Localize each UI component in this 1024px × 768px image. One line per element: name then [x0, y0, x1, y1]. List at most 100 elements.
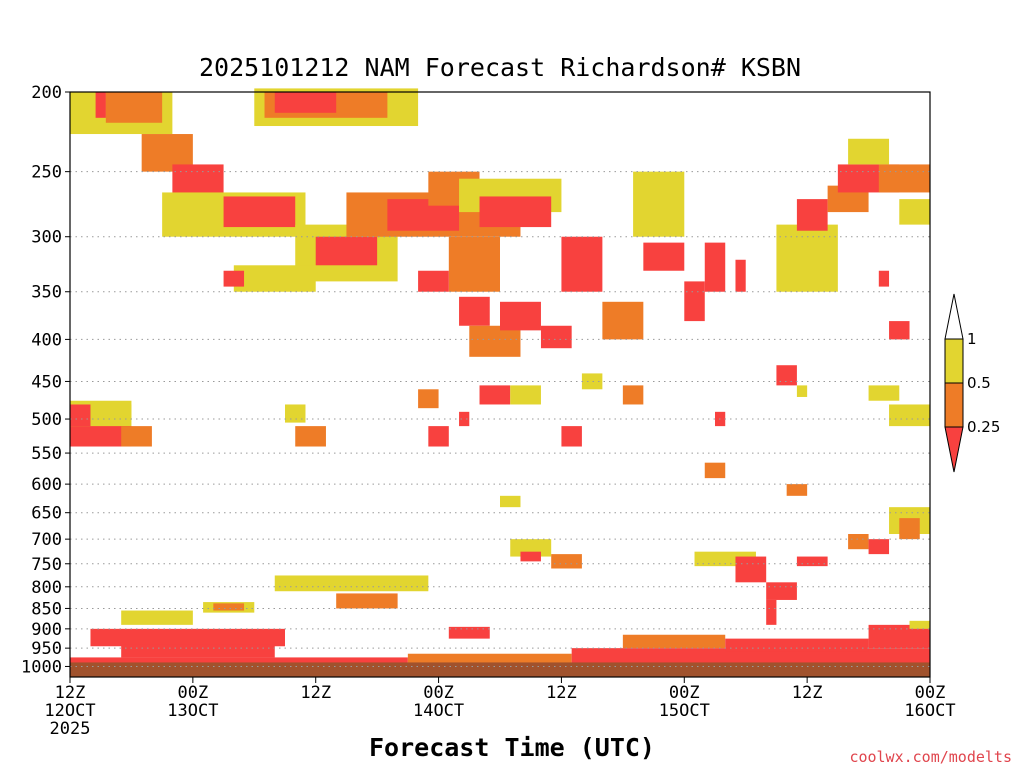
ri-cell [848, 138, 890, 165]
chart-title: 2025101212 NAM Forecast Richardson# KSBN [199, 53, 801, 82]
x-tick-label: 12Z [55, 683, 86, 703]
ri-cell [223, 270, 245, 287]
ri-cell [500, 495, 521, 508]
ri-cell [336, 593, 398, 609]
ri-cell [909, 620, 930, 629]
ri-cell [213, 603, 245, 611]
ri-cell [633, 171, 685, 237]
y-tick-label: 550 [31, 444, 62, 464]
ri-cell [100, 404, 132, 420]
ri-cell [500, 301, 541, 331]
y-tick-label: 350 [31, 283, 62, 303]
ri-cell [766, 599, 777, 625]
ri-cell [796, 199, 828, 231]
ri-cell [428, 426, 449, 447]
ri-cell [735, 556, 767, 583]
ri-cell [704, 462, 726, 479]
ri-cell [889, 321, 910, 340]
ri-cell [725, 638, 869, 652]
ri-cell [899, 518, 920, 540]
y-tick-label: 450 [31, 372, 62, 392]
ri-cell [121, 426, 152, 447]
ri-cell [602, 301, 644, 340]
ri-cell [899, 199, 930, 225]
ri-cell [459, 296, 490, 326]
ri-cell [285, 404, 306, 423]
legend-label: 0.5 [967, 374, 991, 392]
y-tick-label: 500 [31, 410, 62, 430]
ri-cell [581, 373, 603, 390]
ri-cell [70, 657, 408, 667]
ri-cell [889, 404, 930, 427]
ri-cell [469, 325, 521, 357]
x-tick-label: 00Z [423, 683, 454, 703]
legend-swatch [944, 426, 964, 473]
y-axis: 200 250 300 350 400 450 500 550 600 650 700 750 8008… [21, 83, 70, 677]
x-tick-label: 15OCT [659, 701, 710, 721]
y-tick-label: 900 [31, 620, 62, 640]
ri-cell [878, 164, 930, 193]
y-tick-label: 700 [31, 530, 62, 550]
ri-cell [766, 582, 797, 600]
x-tick-label: 00Z [669, 683, 700, 703]
ri-cell [70, 404, 91, 427]
ri-cell [479, 385, 511, 405]
ri-cell [848, 534, 869, 550]
ri-cell [571, 648, 930, 667]
ri-cell [315, 236, 378, 266]
x-tick-label: 00Z [915, 683, 946, 703]
ri-cell [622, 385, 644, 405]
ri-cell [684, 281, 705, 322]
ri-cell [776, 224, 838, 292]
y-tick-label: 400 [31, 330, 62, 350]
x-tick-label: 00Z [177, 683, 208, 703]
grid-lines [70, 171, 930, 667]
y-tick-label: 750 [31, 555, 62, 575]
y-tick-label: 950 [31, 639, 62, 659]
y-tick-label: 300 [31, 228, 62, 248]
ri-cell [878, 270, 890, 287]
ri-cell [540, 325, 572, 349]
legend-swatch [944, 293, 964, 340]
legend: 1 0.5 0.25 [944, 293, 1000, 473]
x-tick-label: 12OCT [44, 701, 95, 721]
y-tick-label: 800 [31, 578, 62, 598]
ri-cell [551, 554, 582, 569]
x-tick-label: 12Z [792, 683, 823, 703]
credit-link[interactable]: coolwx.com/modelts [849, 748, 1012, 766]
y-tick-label: 850 [31, 599, 62, 619]
plot-frame [69, 91, 931, 678]
ri-cell [448, 236, 500, 292]
ri-cell [121, 644, 275, 658]
ri-cell [786, 484, 808, 496]
ri-cell [459, 411, 470, 427]
legend-swatch [944, 382, 964, 428]
ri-cell [868, 385, 900, 401]
y-tick-label: 600 [31, 475, 62, 495]
ri-cell [448, 626, 490, 639]
legend-label: 1 [967, 330, 977, 348]
ri-cell [418, 389, 439, 409]
x-tick-label: 2025 [50, 719, 91, 739]
surface-ground [70, 662, 930, 677]
ri-cell [735, 259, 746, 292]
ri-cell [520, 551, 541, 562]
ri-cell [274, 92, 337, 113]
ri-cell [223, 196, 296, 228]
ri-cell [868, 624, 930, 649]
ri-cell [418, 270, 449, 292]
ri-cell [776, 365, 797, 386]
x-tick-label: 14OCT [413, 701, 464, 721]
ri-cell [868, 539, 890, 555]
ri-cell [796, 556, 828, 567]
ri-cell [643, 242, 685, 271]
ri-cell [90, 628, 285, 647]
ri-cell [274, 575, 429, 592]
ri-cell [70, 426, 132, 447]
x-tick-label: 12Z [546, 683, 577, 703]
ri-cell [561, 236, 603, 292]
x-tick-label: 13OCT [167, 701, 218, 721]
x-tick-label: 12Z [300, 683, 331, 703]
